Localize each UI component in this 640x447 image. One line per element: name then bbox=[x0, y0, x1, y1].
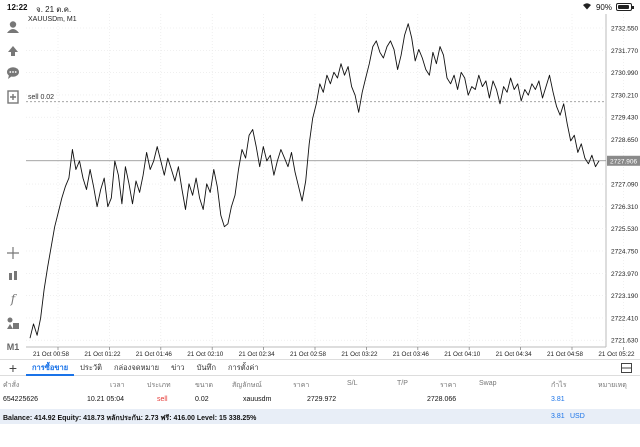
row-symbol: xauusdm bbox=[243, 396, 272, 403]
wifi-icon bbox=[582, 2, 592, 12]
header-comment: หมายเหตุ bbox=[598, 382, 627, 389]
account-icon[interactable] bbox=[4, 18, 22, 36]
status-date: จ. 21 ต.ค. bbox=[36, 5, 72, 14]
chat-icon[interactable] bbox=[4, 64, 22, 82]
balance-profit: 3.81 bbox=[551, 413, 565, 420]
chart-symbol-label: XAUUSDm, M1 bbox=[28, 16, 77, 23]
price-line bbox=[29, 23, 600, 339]
header-sl: S/L bbox=[347, 380, 358, 387]
add-button[interactable]: + bbox=[8, 359, 18, 376]
balance-currency: USD bbox=[570, 413, 585, 420]
objects-icon[interactable] bbox=[4, 314, 22, 332]
tab-trade[interactable]: การซื้อขาย bbox=[26, 359, 75, 376]
header-order: คำสั่ง bbox=[3, 382, 20, 389]
table-row[interactable]: 654225626 10.21 05:04 sell 0.02 xauusdm … bbox=[0, 393, 640, 407]
chart-x-axis: 21 Oct 00:58 21 Oct 01:22 21 Oct 01:46 21 O… bbox=[33, 347, 635, 358]
y-tick-label: 2730.990 bbox=[611, 70, 638, 77]
battery-percent: 90% bbox=[595, 2, 612, 12]
y-tick-label: 2722.410 bbox=[611, 315, 638, 322]
chart-price-lines: 2727.906 bbox=[26, 101, 640, 166]
crosshair-icon[interactable] bbox=[4, 244, 22, 262]
y-tick-label: 2727.090 bbox=[611, 182, 638, 189]
header-swap: Swap bbox=[479, 380, 497, 387]
x-tick-label: 21 Oct 02:34 bbox=[239, 351, 276, 358]
chart-grid bbox=[26, 14, 624, 348]
x-tick-label: 21 Oct 03:22 bbox=[341, 351, 378, 358]
header-current-price: ราคา bbox=[440, 382, 457, 389]
new-order-icon[interactable] bbox=[4, 88, 22, 106]
status-right: 90% bbox=[582, 2, 634, 12]
bottom-tabs: + การซื้อขาย ประวัติ กล่องจดหมาย ข่าว บั… bbox=[0, 359, 640, 376]
y-tick-label: 2732.550 bbox=[611, 26, 638, 33]
battery-icon bbox=[616, 3, 634, 11]
y-tick-label: 2725.530 bbox=[611, 226, 638, 233]
status-time: 12:22 bbox=[7, 3, 28, 12]
chart-series bbox=[29, 23, 600, 339]
left-toolbar: f M1 bbox=[0, 14, 26, 354]
row-type: sell bbox=[157, 396, 168, 403]
x-tick-label: 21 Oct 00:58 bbox=[33, 351, 70, 358]
row-price: 2729.972 bbox=[307, 396, 337, 403]
x-tick-label: 21 Oct 01:22 bbox=[84, 351, 121, 358]
status-bar: 12:22 จ. 21 ต.ค. 90% bbox=[0, 0, 640, 14]
header-price: ราคา bbox=[293, 382, 310, 389]
row-profit: 3.81 bbox=[551, 396, 565, 403]
trade-table-header: คำสั่ง เวลา ประเภท ขนาด สัญลักษณ์ ราคา S… bbox=[0, 377, 640, 391]
header-volume: ขนาด bbox=[195, 382, 214, 389]
y-tick-label: 2728.650 bbox=[611, 137, 638, 144]
tab-news[interactable]: ข่าว bbox=[171, 363, 185, 372]
x-tick-label: 21 Oct 04:10 bbox=[444, 351, 481, 358]
y-tick-label: 2721.630 bbox=[611, 338, 638, 345]
x-tick-label: 21 Oct 02:58 bbox=[290, 351, 327, 358]
x-tick-label: 21 Oct 04:58 bbox=[547, 351, 584, 358]
x-tick-label: 21 Oct 04:34 bbox=[496, 351, 533, 358]
y-tick-label: 2726.310 bbox=[611, 204, 638, 211]
y-tick-label: 2723.190 bbox=[611, 293, 638, 300]
header-tp: T/P bbox=[397, 380, 408, 387]
current-price-tag: 2727.906 bbox=[610, 158, 637, 165]
balance-summary: Balance: 414.92 Equity: 418.73 หลักประกั… bbox=[3, 415, 257, 422]
timeframe-button[interactable]: M1 bbox=[6, 342, 20, 352]
tab-mailbox[interactable]: กล่องจดหมาย bbox=[114, 363, 160, 372]
chart-y-axis: 2732.550 2731.770 2730.990 2730.210 2729.430… bbox=[611, 26, 638, 345]
tab-settings[interactable]: การตั้งค่า bbox=[228, 363, 259, 372]
header-symbol: สัญลักษณ์ bbox=[232, 382, 262, 389]
header-type: ประเภท bbox=[147, 382, 171, 389]
tab-history[interactable]: ประวัติ bbox=[80, 363, 103, 372]
x-tick-label: 21 Oct 01:46 bbox=[136, 351, 173, 358]
row-volume: 0.02 bbox=[195, 396, 209, 403]
row-order: 654225626 bbox=[3, 396, 39, 403]
order-line-label: sell 0.02 bbox=[28, 94, 55, 101]
y-tick-label: 2724.750 bbox=[611, 249, 638, 256]
x-tick-label: 21 Oct 05:22 bbox=[598, 351, 635, 358]
expand-panel-icon[interactable] bbox=[621, 363, 632, 376]
row-current-price: 2728.066 bbox=[427, 396, 457, 403]
balance-bar: Balance: 414.92 Equity: 418.73 หลักประกั… bbox=[0, 409, 640, 424]
tab-journal[interactable]: บันทึก bbox=[196, 363, 217, 372]
y-tick-label: 2729.430 bbox=[611, 115, 638, 122]
header-time: เวลา bbox=[110, 382, 125, 389]
y-tick-label: 2723.970 bbox=[611, 271, 638, 278]
header-profit: กำไร bbox=[551, 382, 567, 389]
y-tick-label: 2731.770 bbox=[611, 48, 638, 55]
x-tick-label: 21 Oct 02:10 bbox=[187, 351, 224, 358]
y-tick-label: 2730.210 bbox=[611, 92, 638, 99]
price-chart[interactable]: 2727.906 2732.550 2731.770 2730.990 2730.21… bbox=[26, 14, 640, 359]
x-tick-label: 21 Oct 03:46 bbox=[393, 351, 430, 358]
chart-canvas[interactable]: 2727.906 2732.550 2731.770 2730.990 2730.21… bbox=[26, 14, 640, 359]
indicators-icon[interactable] bbox=[4, 267, 22, 285]
row-time: 10.21 05:04 bbox=[87, 396, 124, 403]
trade-arrows-icon[interactable] bbox=[4, 41, 22, 59]
function-icon[interactable]: f bbox=[10, 292, 16, 306]
current-price-tag-bg bbox=[607, 155, 640, 166]
